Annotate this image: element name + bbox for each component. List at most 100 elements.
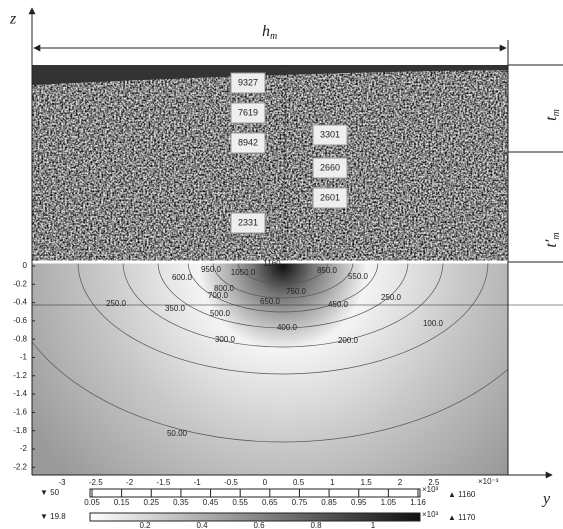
colorbar-max: ▲ 1160 (448, 490, 476, 499)
colorbar-tick-label: 1.05 (381, 498, 397, 507)
colorbar-tick-label: 0.35 (173, 498, 189, 507)
hardness-value: 3301 (320, 129, 340, 139)
colorbar-max: ▲ 1170 (448, 513, 476, 522)
colorbar-tick-label: 0.75 (292, 498, 308, 507)
t-label: tm (543, 109, 563, 121)
contour (32, 341, 508, 443)
colorbar-tick-label: 0.15 (114, 498, 130, 507)
y-tick-label: -0.4 (13, 298, 27, 307)
hardness-value: 2601 (320, 192, 340, 202)
contour-label: 800.0 (214, 284, 235, 293)
hardness-box: 9327 (230, 72, 266, 94)
contour-label: 600.0 (172, 273, 193, 282)
contour-label: 1050.0 (231, 268, 256, 277)
x-multiplier: ×10⁻³ (478, 477, 499, 486)
contour-label: 450.0 (328, 300, 349, 309)
colorbar-tick-label: 0.25 (143, 498, 159, 507)
colorbar-top (89, 488, 421, 498)
colorbar-tick-label: 0.55 (232, 498, 248, 507)
hardness-box: 2331 (230, 212, 266, 234)
contour (122, 262, 444, 348)
contour-label: 300.0 (215, 335, 236, 344)
y-tick-label: -0.2 (13, 279, 27, 288)
h: h (262, 23, 270, 40)
colorbar-tick-label: 0.95 (351, 498, 367, 507)
colorbar-tick-label: 0.6 (253, 521, 265, 529)
y-tick-label: -2.2 (13, 462, 27, 471)
contour-label: 250.0 (381, 293, 402, 302)
hardness-value: 7619 (238, 107, 258, 117)
y-tick-label: -1.4 (13, 389, 27, 398)
colorbar-tick-label: 1.16 (410, 498, 426, 507)
hardness-box-bg (230, 72, 266, 94)
x-tick-label: 0 (263, 478, 268, 487)
colorbar-tick-label: 0.8 (310, 521, 322, 529)
contour-label: 1160 (263, 259, 281, 268)
x-tick-label: -2 (126, 478, 134, 487)
hardness-value: 9327 (238, 77, 258, 87)
hardness-box: 3301 (312, 124, 348, 146)
x-tick-label: -2.5 (89, 478, 103, 487)
contour-label: 550.0 (348, 272, 369, 281)
contour-label: 100.0 (423, 319, 444, 328)
h-label: hm (262, 23, 277, 43)
z-label: z (9, 11, 17, 28)
y-tick-label: -0.8 (13, 334, 27, 343)
y-tick-label: -1.8 (13, 426, 27, 435)
contour-label: 700.0 (208, 291, 229, 300)
contour (237, 262, 329, 285)
x-tick-label: -0.5 (224, 478, 238, 487)
contour-label: 500.0 (210, 309, 231, 318)
contours (32, 262, 508, 443)
contour (187, 262, 379, 313)
contour-label: 50.00 (167, 429, 188, 438)
contour-label: 250.0 (106, 299, 127, 308)
hardness-box-bg (230, 132, 266, 154)
hardness-box-bg (312, 157, 348, 179)
hardness-box-bg (230, 102, 266, 124)
y-tick-label: -0.6 (13, 316, 27, 325)
x-tick-label: 1.5 (361, 478, 373, 487)
hardness-box-bg (230, 212, 266, 234)
hardness-box: 2660 (312, 157, 348, 179)
contour-label: 200.0 (338, 336, 359, 345)
contour (77, 262, 489, 375)
contour (157, 262, 409, 329)
t2-sub: m (551, 232, 562, 239)
h-sub: m (270, 31, 277, 42)
contour-label: 850.0 (317, 266, 338, 275)
colorbar-min: ▼ 19.8 (40, 512, 66, 521)
y-tick-label: 0 (23, 261, 28, 270)
contour-label: 650.0 (260, 297, 281, 306)
y-tick-label: -1 (20, 353, 28, 362)
contour (212, 262, 354, 299)
hardness-value: 2331 (238, 217, 258, 227)
surface-layer (32, 65, 508, 85)
contour-label: 750.0 (286, 287, 307, 296)
hardness-box: 2601 (312, 187, 348, 209)
micrograph-grain (32, 65, 508, 262)
t-sub: m (551, 109, 562, 116)
contour-label: 950.0 (201, 265, 222, 274)
x-tick-label: -1.5 (157, 478, 171, 487)
colorbar-tick-label: 0.45 (203, 498, 219, 507)
colorbar-min: ▼ 50 (40, 488, 60, 497)
x-tick-label: 0.5 (293, 478, 305, 487)
x-tick-label: -1 (194, 478, 202, 487)
x-tick-label: -3 (58, 478, 66, 487)
colorbar-tick-label: 0.65 (262, 498, 278, 507)
colorbar-bottom (89, 512, 421, 522)
colorbar-tick-label: 1 (371, 521, 376, 529)
hardness-box: 7619 (230, 102, 266, 124)
hardness-box-bg (312, 187, 348, 209)
colorbar-tick-label: 0.05 (84, 498, 100, 507)
hardness-box-bg (312, 124, 348, 146)
contour-label: 400.0 (277, 323, 298, 332)
x-tick-label: 2.5 (428, 478, 440, 487)
contour-label: 350.0 (165, 304, 186, 313)
colorbar-multiplier: ×10³ (422, 485, 439, 494)
x-tick-label: 1 (330, 478, 335, 487)
t2: t′ (543, 239, 560, 247)
colorbar-tick-label: 0.85 (321, 498, 337, 507)
